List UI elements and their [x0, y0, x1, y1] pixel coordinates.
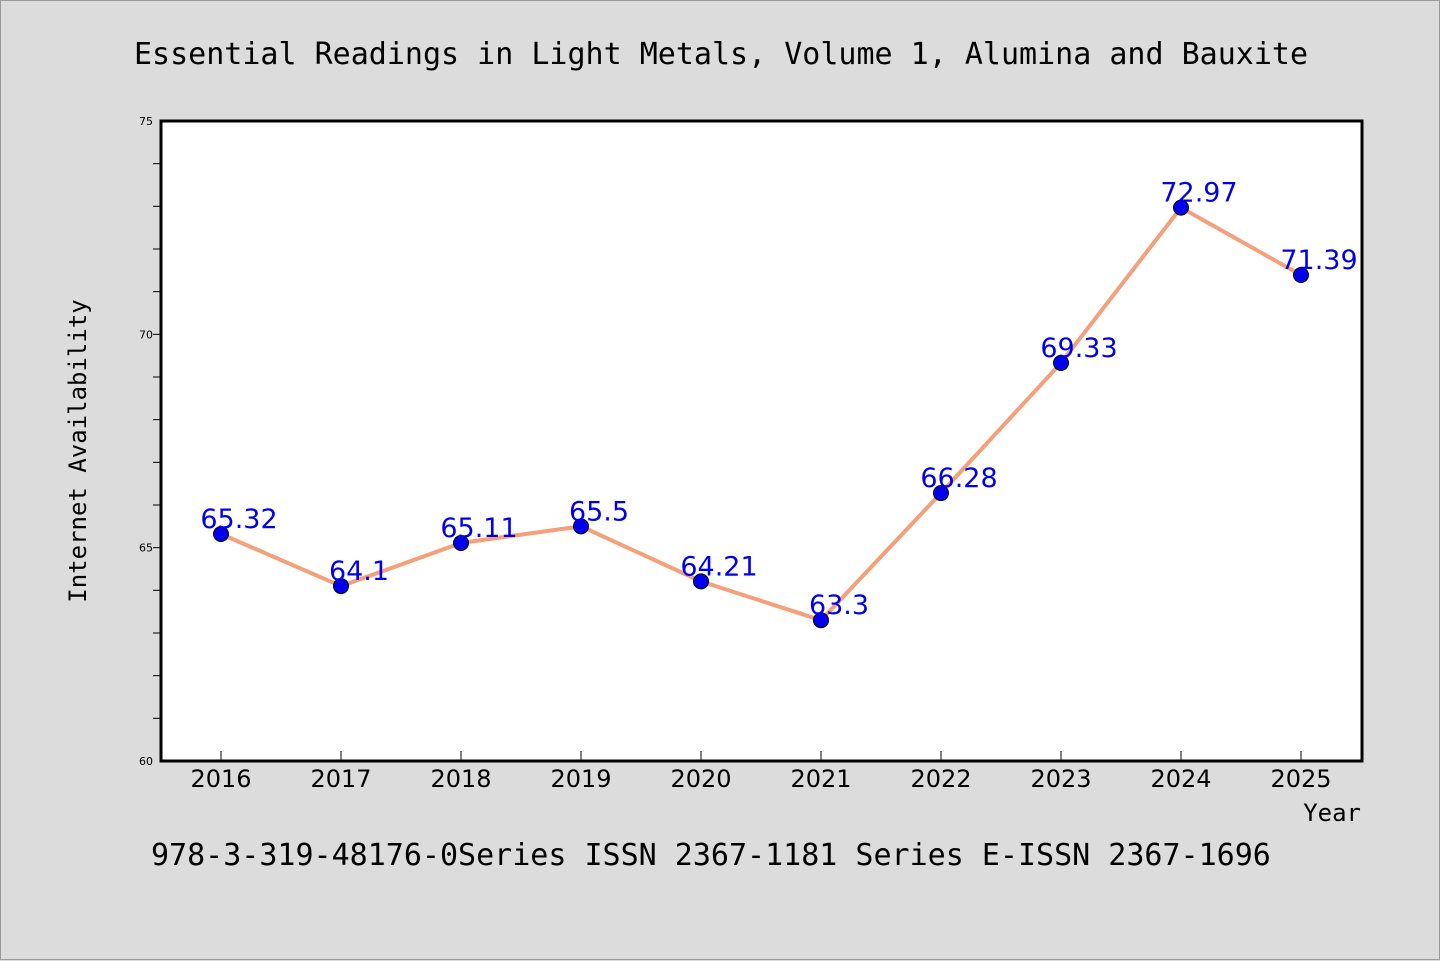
data-label: 65.32	[200, 504, 277, 535]
x-tick-label: 2018	[430, 765, 491, 793]
footer-text: 978-3-319-48176-0Series ISSN 2367-1181 S…	[151, 838, 1271, 873]
x-tick-label: 2024	[1150, 765, 1211, 793]
data-label: 66.28	[920, 463, 997, 494]
x-tick-label: 2020	[670, 765, 731, 793]
x-tick-label: 2017	[310, 765, 371, 793]
data-label: 65.5	[569, 496, 629, 527]
data-label: 72.97	[1160, 178, 1237, 209]
x-tick-label: 2022	[910, 765, 971, 793]
data-label: 69.33	[1040, 333, 1117, 364]
data-label: 64.1	[329, 556, 389, 587]
x-axis-label: Year	[1303, 799, 1361, 827]
chart-title: Essential Readings in Light Metals, Volu…	[134, 37, 1308, 72]
y-axis-label: Internet Availability	[64, 299, 92, 602]
plot-area	[159, 119, 1364, 763]
y-tick-label: 60	[139, 755, 153, 768]
data-point	[693, 573, 709, 590]
data-point	[573, 518, 589, 535]
x-tick-label: 2016	[190, 765, 251, 793]
data-label: 65.11	[440, 513, 517, 544]
data-point	[1053, 354, 1069, 371]
data-point	[213, 526, 229, 543]
x-tick-label: 2025	[1270, 765, 1331, 793]
data-point	[1173, 199, 1189, 216]
data-point	[933, 485, 949, 502]
data-label: 64.21	[680, 551, 757, 582]
data-point	[333, 578, 349, 595]
x-tick-label: 2021	[790, 765, 851, 793]
x-tick-label: 2019	[550, 765, 611, 793]
x-axis: 2016 2017 2018 2019 2020 2021 2022 2023 2024 2025	[190, 751, 1332, 793]
x-tick-label: 2023	[1030, 765, 1091, 793]
y-tick-label: 65	[139, 542, 153, 555]
data-point	[1293, 267, 1309, 284]
y-tick-label: 70	[139, 328, 153, 341]
data-point	[813, 612, 829, 629]
series-group: 65.32 64.1 65.11 65.5 64.21 63.3 66.28 69.33 72.…	[200, 178, 1358, 629]
y-tick-label: 75	[139, 115, 153, 128]
data-label: 63.3	[809, 590, 869, 621]
y-axis: 60 65 70 75	[139, 115, 161, 768]
series-line	[219, 205, 1303, 623]
data-point	[453, 534, 469, 551]
data-label: 71.39	[1280, 245, 1357, 276]
